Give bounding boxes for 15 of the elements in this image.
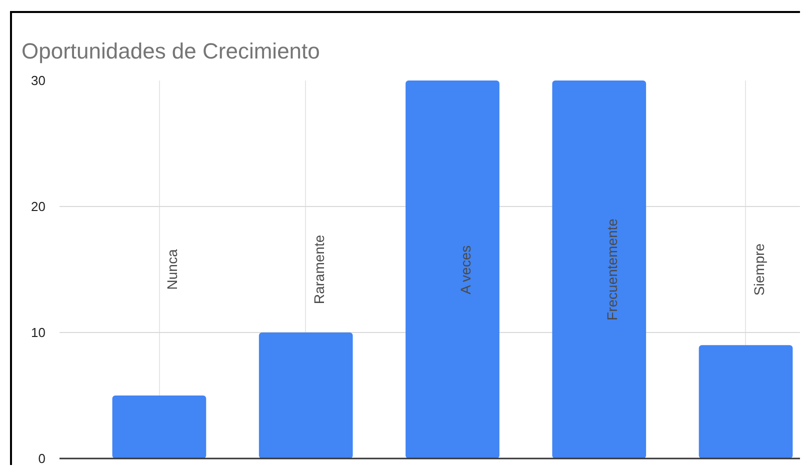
y-tick-label: 0	[38, 451, 46, 466]
x-tick-label: Frecuentemente	[604, 218, 620, 320]
bar	[552, 80, 646, 458]
x-tick-label: Raramente	[310, 234, 327, 304]
bar	[112, 396, 206, 458]
y-tick-label: 30	[31, 73, 46, 88]
chart-title: Oportunidades de Crecimiento	[22, 38, 320, 64]
y-tick-label: 10	[31, 325, 46, 340]
bar	[258, 332, 353, 458]
y-tick-label: 20	[31, 199, 46, 214]
x-tick-label: Siempre	[750, 243, 767, 296]
x-tick-label: A veces	[457, 245, 474, 294]
x-tick-label: Nunca	[164, 249, 180, 290]
bar	[698, 345, 793, 458]
bar	[406, 80, 500, 458]
